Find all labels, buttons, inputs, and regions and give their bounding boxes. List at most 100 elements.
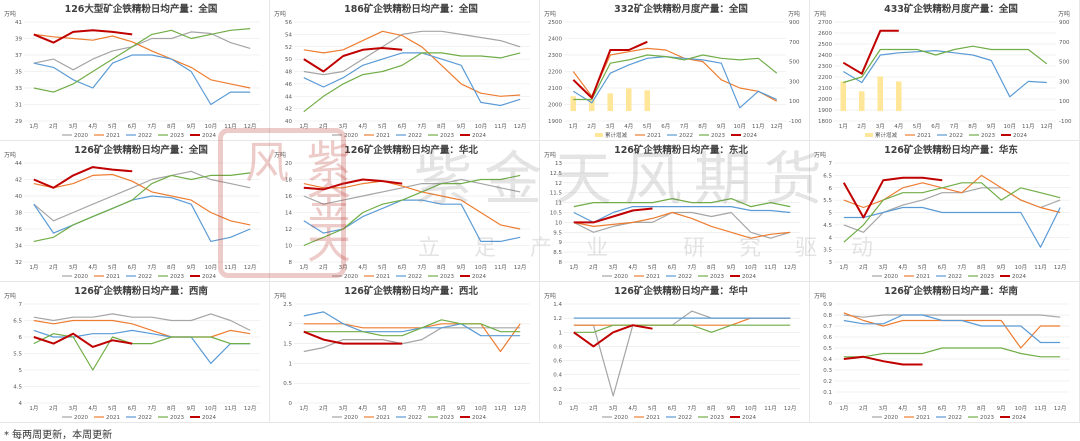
y-tick-label: 7 <box>829 161 833 167</box>
y-tick-label: 5 <box>19 368 23 374</box>
x-tick-label: 4月 <box>628 405 637 412</box>
y-tick-label: 7 <box>19 302 23 308</box>
x-tick-label: 5月 <box>918 405 927 412</box>
legend-label: 2022 <box>138 274 152 280</box>
x-tick-label: 12月 <box>514 123 527 130</box>
y-tick-label: 0.2 <box>553 387 562 393</box>
series-line-2022 <box>572 55 778 109</box>
y-tick-label: 36 <box>15 227 22 233</box>
legend-label: 2020 <box>344 274 358 280</box>
y-tick-label: 8 <box>559 260 563 266</box>
y2-tick-label: 100 <box>789 99 800 105</box>
y-tick-label: 6.5 <box>823 173 832 179</box>
y-unit-label: 万吨 <box>4 10 16 18</box>
series-line-2021 <box>303 180 521 230</box>
bar-cumulative-change <box>625 88 632 112</box>
x-tick-label: 5月 <box>913 123 922 130</box>
y-tick-label: 2500 <box>818 42 832 48</box>
x-tick-label: 7月 <box>957 405 966 412</box>
x-tick-label: 7月 <box>417 123 426 130</box>
y-tick-label: 40 <box>285 119 292 125</box>
series-line-2024 <box>33 29 133 44</box>
x-tick-label: 2月 <box>319 405 328 412</box>
series-line-2023 <box>33 172 251 242</box>
series-line-2020 <box>843 314 1061 318</box>
y-tick-label: 50 <box>285 57 292 63</box>
y-tick-label: 40 <box>15 194 22 200</box>
x-tick-label: 2月 <box>49 405 58 412</box>
series-line-2020 <box>33 31 251 71</box>
x-tick-label: 11月 <box>1034 264 1047 271</box>
legend-label: 2022 <box>679 133 693 139</box>
y-tick-label: 5 <box>829 211 833 217</box>
legend-label: 2024 <box>742 415 756 421</box>
legend-label: 2021 <box>106 133 120 139</box>
x-tick-label: 9月 <box>997 405 1006 412</box>
x-tick-label: 9月 <box>987 123 996 130</box>
y-tick-label: 42 <box>285 107 292 113</box>
legend-label: 2023 <box>980 415 994 421</box>
legend-label: 2023 <box>710 274 724 280</box>
x-tick-label: 12月 <box>1054 264 1067 271</box>
legend-swatch <box>595 133 603 137</box>
chart-title: 186矿企铁精粉日均产量：全国 <box>344 3 478 15</box>
series-line-2024 <box>573 207 653 224</box>
y-tick-label: 0.7 <box>823 324 832 330</box>
y-tick-label: 0.6 <box>823 335 832 341</box>
y-tick-label: 1800 <box>818 119 832 125</box>
x-tick-label: 7月 <box>147 123 156 130</box>
x-tick-label: 4月 <box>898 405 907 412</box>
legend-label: 2021 <box>106 274 120 280</box>
y-tick-label: 12.5 <box>550 171 563 177</box>
bar-cumulative-change <box>570 96 577 112</box>
bar-cumulative-change <box>607 93 614 112</box>
x-tick-label: 1月 <box>569 123 578 130</box>
y-tick-label: 32 <box>15 260 22 266</box>
x-tick-label: 3月 <box>339 123 348 130</box>
y-tick-label: 1900 <box>818 108 832 114</box>
y-tick-label: 18 <box>285 178 292 184</box>
x-tick-label: 12月 <box>784 405 797 412</box>
legend-label: 2024 <box>202 274 216 280</box>
legend-label: 2023 <box>440 415 454 421</box>
x-tick-label: 12月 <box>784 264 797 271</box>
y-tick-label: 2100 <box>548 86 562 92</box>
x-tick-label: 8月 <box>968 123 977 130</box>
chart-panel-3: 332矿企铁精粉月度产量：全国 万吨 万吨 1900 2000 2100 2200 2300 2… <box>540 0 810 141</box>
y-tick-label: 10.5 <box>550 211 563 217</box>
x-tick-label: 9月 <box>187 123 196 130</box>
x-tick-label: 11月 <box>764 405 777 412</box>
x-tick-label: 7月 <box>417 264 426 271</box>
y-tick-label: 44 <box>15 161 22 167</box>
bar-cumulative-change <box>588 99 595 112</box>
legend-label: 2024 <box>1012 415 1026 421</box>
x-tick-label: 10月 <box>475 123 488 130</box>
series-line-2022 <box>303 311 521 337</box>
y-unit-label: 万吨 <box>814 151 826 159</box>
x-tick-label: 11月 <box>1022 123 1035 130</box>
y2-unit-label: 万吨 <box>788 10 800 18</box>
x-tick-label: 6月 <box>398 405 407 412</box>
series-line-2023 <box>843 45 1048 84</box>
y-tick-label: 3.5 <box>823 248 832 254</box>
legend-label: 2021 <box>916 415 930 421</box>
y-tick-label: 48 <box>285 70 292 76</box>
legend-label: 2023 <box>710 415 724 421</box>
y-tick-label: 2400 <box>548 37 562 43</box>
y-tick-label: 54 <box>285 32 292 38</box>
x-tick-label: 6月 <box>128 405 137 412</box>
y-tick-label: 38 <box>15 211 22 217</box>
legend-label: 2023 <box>440 133 454 139</box>
y2-tick-label: -100 <box>789 119 802 125</box>
chart-title: 332矿企铁精粉月度产量：全国 <box>614 3 748 15</box>
x-tick-label: 5月 <box>648 405 657 412</box>
x-tick-label: 12月 <box>514 264 527 271</box>
x-tick-label: 8月 <box>437 405 446 412</box>
x-tick-label: 4月 <box>88 123 97 130</box>
chart-panel-9: 126矿企铁精粉日均产量：西南 万吨 4 4.5 5 5.5 6 6.5 7 1月 2月 3月 4月 5月… <box>0 282 270 423</box>
y-tick-label: 4.5 <box>823 223 832 229</box>
x-tick-label: 12月 <box>771 123 784 130</box>
